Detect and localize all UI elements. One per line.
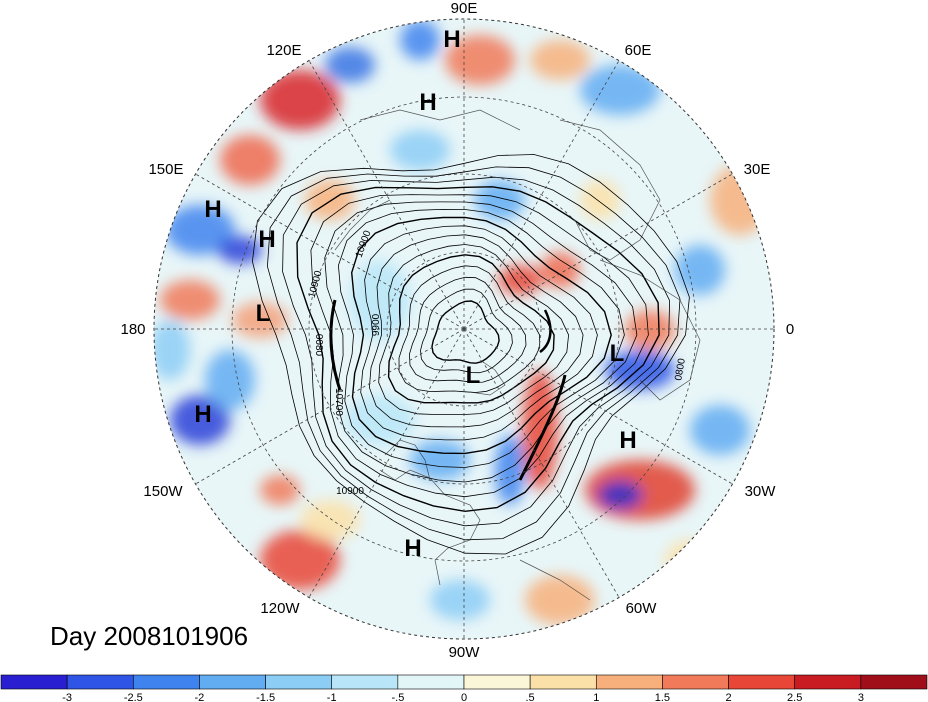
lon-label-90e: 90E [451,0,478,17]
colorbar-swatch [529,674,597,690]
colorbar-tick-label: 2 [726,692,732,702]
lon-label-60e: 60E [625,42,652,59]
colorbar-tick-label: -.5 [391,692,404,702]
contour-label: 0080 [313,334,324,357]
map-boundary [153,18,775,640]
pressure-center-label: H [619,427,636,454]
colorbar-tick-label: -1 [327,692,337,702]
colorbar-swatch [662,674,729,690]
colorbar-tick-label: -2.5 [124,692,143,702]
colorbar-swatch [0,674,68,690]
pressure-centers: H H H H L L L H H H [194,26,636,562]
day-label: Day 2008101906 [50,621,248,651]
pressure-center-label: H [419,89,436,116]
pressure-center-label: H [204,196,221,223]
lon-label-150e: 150E [148,161,183,178]
colorbar-swatch [397,674,465,690]
colorbar-tick-label: 3 [858,692,864,702]
graticule [154,19,774,639]
contour-label: 0800 [673,357,688,381]
pressure-center-label: H [404,535,421,562]
pressure-center-label: H [194,401,211,428]
colorbar-tick-label: .5 [526,692,535,702]
lon-label-30w: 30W [745,483,777,500]
colorbar-tick-label: 1.5 [655,692,670,702]
contour-label: 10700 [333,388,344,416]
pressure-center-label: H [443,26,460,53]
lon-label-60w: 60W [626,600,658,617]
contour-value-labels: 10900 0080 0066 10900 0800 10900 10700 [307,229,688,497]
colorbar-tick-label: 2.5 [787,692,802,702]
contour-label: 0066 [369,314,380,337]
colorbar-swatch [132,674,200,690]
coastlines [334,109,701,601]
colorbar-tick-label: 1 [593,692,599,702]
pressure-center-label: H [258,226,275,253]
colorbar-swatch [463,674,531,690]
lon-label-150w: 150W [143,483,183,500]
colorbar-swatch [728,674,796,690]
colorbar-swatch [66,674,134,690]
lon-label-180: 180 [120,321,145,338]
colorbar-swatch [595,674,663,690]
colorbar-swatch [331,674,399,690]
pressure-center-label: L [610,340,625,367]
colorbar-swatch [860,674,928,690]
lon-label-0: 0 [786,321,794,338]
pressure-center-label: L [256,300,271,327]
pressure-center-label: L [466,362,481,389]
colorbar-tick-label: 0 [461,692,467,702]
colorbar-swatch [199,674,266,690]
colorbar-swatch [794,674,862,690]
longitude-labels: 90E 60E 30E 0 30W 60W 90W 120W 150W 180 … [120,0,794,661]
lon-label-120w: 120W [260,600,300,617]
colorbar-tick-label: -3 [62,692,72,702]
lon-label-90w: 90W [449,644,481,661]
colorbar-tick-label: -1.5 [256,692,275,702]
lon-label-30e: 30E [744,161,771,178]
contour-label: 10900 [336,486,364,497]
colorbar-swatch [265,674,333,690]
lon-label-120e: 120E [266,42,301,59]
colorbar-tick-label: -2 [195,692,205,702]
colorbar: -3 -2.5 -2 -1.5 -1 -.5 0 .5 1 1.5 2 2.5 3 [0,674,928,702]
